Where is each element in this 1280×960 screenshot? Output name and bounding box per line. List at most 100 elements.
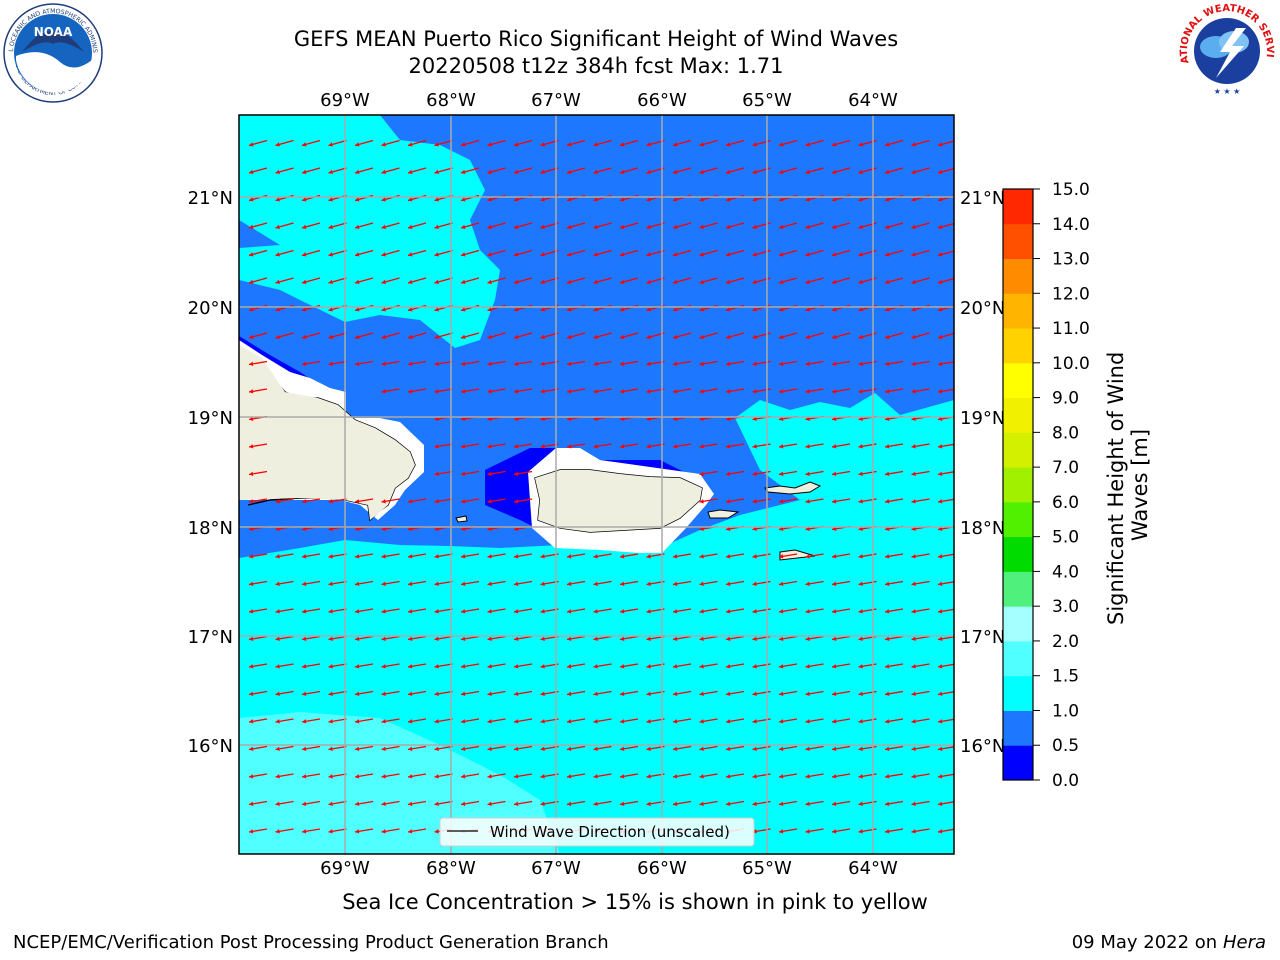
wave-arrow-head [381, 636, 386, 642]
wave-arrow-head [832, 609, 837, 614]
colorbar-tick-label: 2.0 [1052, 632, 1079, 652]
island-vieques [707, 509, 740, 519]
wave-arrow-head [858, 746, 863, 752]
wave-arrow-head [805, 361, 810, 367]
wave-arrow-head [355, 719, 360, 724]
wave-arrow-head [487, 444, 492, 449]
wave-arrow-head [461, 609, 466, 614]
wave-arrow-head [249, 471, 254, 477]
wave-arrow-head [487, 361, 492, 367]
wave-arrow-head [461, 664, 466, 669]
map-field [239, 115, 954, 854]
wave-arrow-head [408, 142, 413, 147]
wave-arrow-head [779, 526, 784, 532]
wave-arrow-head [275, 581, 280, 587]
wave-arrow-head [302, 307, 307, 312]
wave-arrow-head [567, 609, 572, 614]
wave-arrow-head [832, 719, 837, 724]
wave-arrow-head [249, 389, 254, 394]
wave-arrow-head [461, 307, 466, 312]
colorbar-cell [1003, 675, 1033, 711]
footer-branch: NCEP/EMC/Verification Post Processing Pr… [13, 932, 609, 953]
lon-label: 69°W [320, 90, 370, 111]
wave-arrow-head [355, 334, 360, 340]
wave-arrow-head [779, 774, 784, 779]
lon-label: 66°W [637, 858, 687, 879]
wave-arrow-head [408, 224, 413, 230]
wave-arrow-head [487, 581, 492, 587]
wave-arrow-head [302, 169, 307, 175]
wave-arrow-head [832, 444, 837, 449]
wave-arrow-head [752, 664, 757, 669]
colorbar-tick-label: 5.0 [1052, 528, 1079, 548]
wave-arrow-head [593, 746, 598, 752]
wave-arrow-head [514, 664, 519, 669]
footer-date: 09 May 2022 on Hera [1072, 932, 1266, 953]
wave-arrow-head [249, 224, 254, 230]
wave-arrow-head [779, 416, 784, 422]
wave-arrow-head [752, 719, 757, 724]
wave-arrow-head [567, 252, 572, 257]
wave-arrow-head [673, 197, 678, 202]
wave-arrow-head [249, 279, 254, 285]
wave-arrow-head [858, 691, 863, 697]
colorbar-tick-label: 7.0 [1052, 458, 1079, 478]
wave-arrow-head [381, 334, 386, 340]
wave-arrow-head [408, 252, 413, 257]
wave-arrow-head [858, 499, 863, 504]
wave-arrow-head [646, 746, 651, 752]
wave-arrow-head [328, 774, 333, 779]
wave-arrow-head [885, 279, 890, 285]
lat-label: 17°N [960, 627, 1005, 648]
wave-arrow-head [249, 526, 254, 532]
lat-label: 18°N [188, 518, 233, 539]
wave-arrow-head [381, 279, 386, 285]
wave-arrow-head [593, 636, 598, 642]
wave-arrow-head [699, 334, 704, 340]
wave-arrow-head [434, 636, 439, 642]
wave-arrow-head [540, 774, 545, 779]
wave-arrow-head [275, 691, 280, 697]
wave-arrow-head [752, 416, 757, 422]
wave-arrow-head [302, 252, 307, 257]
wave-arrow-head [832, 746, 837, 752]
wave-arrow-head [275, 636, 280, 642]
wave-arrow-head [249, 334, 254, 340]
wave-arrow-head [540, 252, 545, 257]
wave-arrow-head [911, 444, 916, 449]
wave-arrow-head [858, 719, 863, 724]
wave-arrow-head [381, 691, 386, 697]
wave-arrow-head [487, 801, 492, 807]
nws-stars-icon: ★ ★ ★ [1214, 87, 1241, 96]
wave-arrow-head [461, 197, 466, 202]
wave-arrow-head [938, 224, 943, 230]
wave-arrow-head [249, 746, 254, 752]
wave-arrow-head [434, 746, 439, 752]
wave-arrow-head [328, 197, 333, 202]
wave-arrow-head [779, 719, 784, 724]
wave-arrow-head [885, 224, 890, 230]
wave-arrow-head [302, 609, 307, 614]
wave-arrow-head [381, 774, 386, 779]
wave-arrow-head [885, 554, 890, 559]
nws-logo: NATIONAL WEATHER SERVICE ★ ★ ★ [1176, 0, 1276, 100]
wave-arrow-head [726, 691, 731, 697]
wave-arrow-head [593, 361, 598, 367]
wave-arrow-head [275, 334, 280, 340]
wave-arrow-head [593, 554, 598, 559]
wave-arrow-head [911, 774, 916, 779]
wave-arrow-head [434, 334, 439, 340]
wave-arrow-head [275, 307, 280, 312]
wave-arrow-head [514, 581, 519, 587]
wave-arrow-head [249, 554, 254, 559]
wave-arrow-head [328, 142, 333, 147]
wave-arrow-head [620, 609, 625, 614]
wave-arrow-head [328, 746, 333, 752]
title-line-2: 20220508 t12z 384h fcst Max: 1.71 [408, 54, 784, 78]
wave-arrow-head [487, 307, 492, 312]
colorbar-tick-label: 13.0 [1052, 250, 1090, 270]
wave-arrow-head [858, 829, 863, 834]
wave-arrow-head [726, 307, 731, 312]
wave-arrow-head [938, 169, 943, 175]
wave-arrow-head [726, 746, 731, 752]
